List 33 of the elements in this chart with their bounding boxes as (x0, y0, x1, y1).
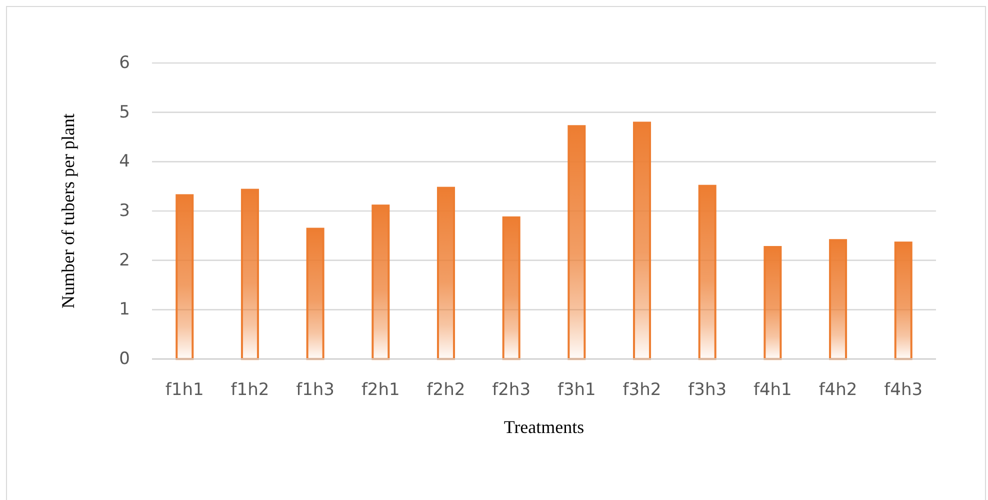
bar (764, 246, 782, 360)
x-tick-label: f1h2 (230, 380, 270, 400)
y-tick-label: 2 (119, 250, 130, 270)
x-tick-label: f3h2 (622, 380, 662, 400)
y-axis-title: Number of tubers per plant (58, 114, 78, 308)
y-tick-label: 0 (119, 349, 130, 369)
x-tick-label: f1h3 (296, 380, 335, 400)
y-tick-label: 5 (119, 102, 130, 122)
bar (306, 228, 324, 360)
bar (633, 122, 652, 360)
y-tick-label: 1 (119, 300, 130, 320)
bar (829, 239, 848, 360)
x-tick-label: f2h2 (426, 380, 466, 400)
bar (502, 216, 520, 360)
x-axis-title: Treatments (504, 417, 584, 437)
x-tick-label: f1h1 (165, 380, 204, 400)
bar (894, 242, 912, 360)
x-tick-label: f3h3 (688, 380, 727, 400)
y-tick-label: 6 (119, 53, 130, 73)
x-tick-label: f2h1 (361, 380, 400, 400)
x-tick-label: f4h1 (753, 380, 792, 400)
bar (568, 125, 586, 360)
bar (698, 184, 716, 360)
bar (436, 186, 455, 360)
bar (240, 188, 259, 360)
y-tick-label: 3 (119, 201, 130, 221)
x-tick-label: f2h3 (492, 380, 531, 400)
x-tick-label: f4h2 (818, 380, 858, 400)
bar (176, 194, 194, 360)
bar (372, 204, 390, 360)
y-tick-label: 4 (119, 152, 130, 172)
x-tick-label: f3h1 (557, 380, 596, 400)
x-tick-label: f4h3 (884, 380, 923, 400)
